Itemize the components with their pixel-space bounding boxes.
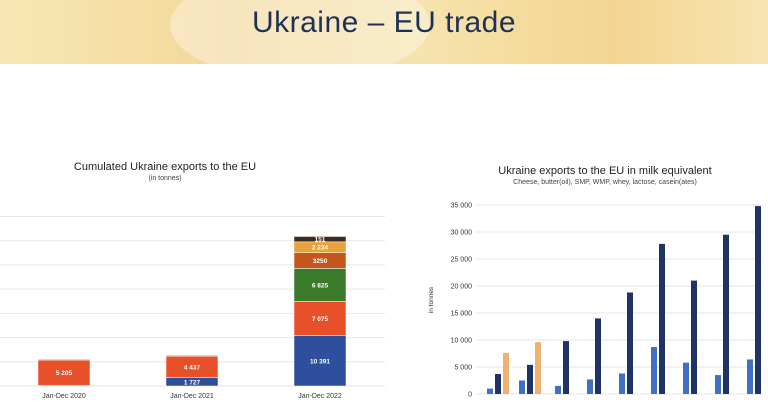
grouped-bar: [691, 280, 697, 394]
grouped-bar: [519, 380, 525, 394]
bar-value-label: 151: [315, 237, 326, 244]
y-tick-label: 20 000: [451, 284, 473, 291]
grouped-bar: [487, 388, 493, 394]
stacked-bar-segment: [293, 236, 347, 243]
bar-value-label: 4 437: [184, 364, 201, 371]
header-banner: Ukraine – EU trade: [0, 0, 768, 64]
grouped-bar: [535, 342, 541, 394]
y-tick-label: 25 000: [451, 257, 473, 264]
stacked-bar-segment: [293, 301, 347, 336]
stacked-bar-segment: [165, 355, 219, 357]
grouped-bar: [715, 375, 721, 394]
bar-value-label: 2 234: [312, 245, 329, 252]
grouped-bar: [627, 292, 633, 394]
bar-value-label: 10 391: [310, 358, 330, 365]
y-tick-label: 30 000: [451, 230, 473, 237]
bar-value-label: 6 825: [312, 282, 329, 289]
right-chart-subtitle: Cheese, butter(oil), SMP, WMP, whey, lac…: [513, 179, 697, 186]
bar-value-label: 5 205: [56, 370, 73, 377]
grouped-bar: [723, 234, 729, 394]
grouped-bar: [619, 373, 625, 394]
left-chart-title: Cumulated Ukraine exports to the EU: [73, 161, 257, 173]
y-axis-title: in tonnes: [428, 286, 435, 313]
stacked-bar-segment: [37, 359, 91, 386]
bar-value-label: 1 727: [184, 379, 201, 386]
bar-value-label: 3250: [313, 258, 328, 265]
x-tick-label: Jan-Dec 2021: [170, 393, 214, 400]
stacked-bar-segment: [293, 335, 347, 387]
grouped-bar: [563, 341, 569, 394]
y-tick-label: 10 000: [451, 338, 473, 345]
grouped-bar: [595, 318, 601, 394]
grouped-bar: [659, 243, 665, 394]
stacked-bar-segment: [37, 359, 91, 361]
x-tick-label: Jan-Dec 2020: [42, 393, 86, 400]
y-tick-label: 15 000: [451, 311, 473, 318]
page-title: Ukraine – EU trade: [251, 6, 517, 39]
left-chart-subtitle: (in tonnes): [148, 175, 182, 182]
grouped-bar: [587, 379, 593, 394]
grouped-bar: [755, 206, 761, 394]
grouped-bar: [503, 352, 509, 394]
y-tick-label: 5 000: [454, 365, 472, 372]
y-tick-label: 0: [468, 392, 472, 399]
y-tick-label: 35 000: [451, 203, 473, 210]
banner-decoration: [170, 0, 430, 64]
grouped-bar: [555, 385, 561, 394]
grouped-bar: [495, 374, 501, 394]
grouped-bar: [683, 362, 689, 394]
grouped-bar: [527, 364, 533, 394]
grouped-bar: [747, 359, 753, 394]
x-tick-label: Jan-Dec 2022: [298, 393, 342, 400]
stacked-bar-segment: [293, 268, 347, 302]
right-chart-title: Ukraine exports to the EU in milk equiva…: [498, 165, 712, 177]
grouped-bar: [651, 347, 657, 394]
bar-value-label: 7 075: [312, 316, 329, 323]
